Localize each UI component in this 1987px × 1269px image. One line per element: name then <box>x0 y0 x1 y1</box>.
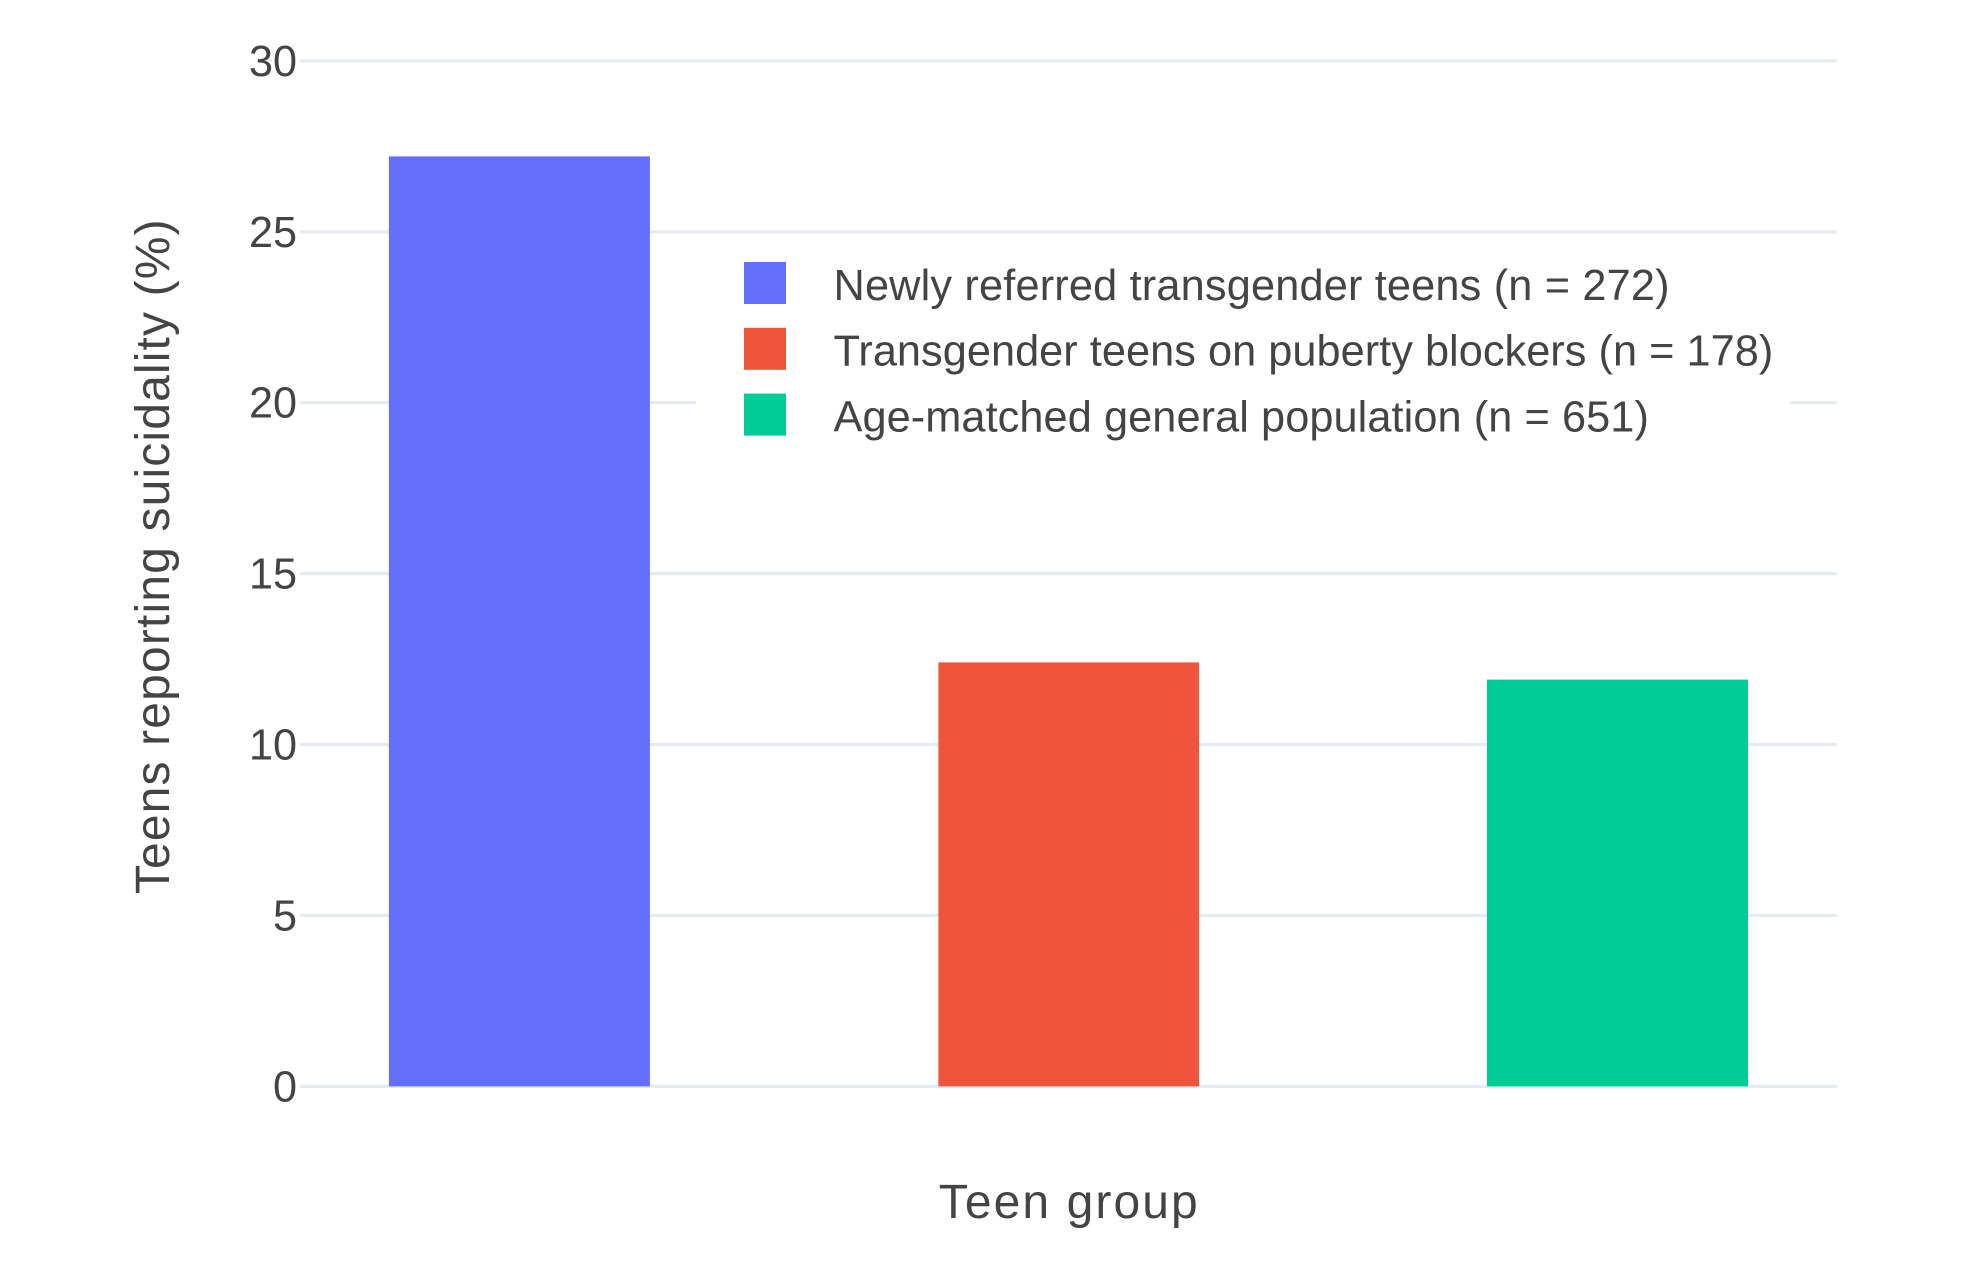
svg-text:Age-matched general population: Age-matched general population (n = 651) <box>834 393 1649 441</box>
svg-text:0: 0 <box>273 1063 297 1111</box>
svg-text:5: 5 <box>273 892 297 940</box>
svg-text:Teens reporting suicidality (%: Teens reporting suicidality (%) <box>127 218 180 894</box>
svg-text:25: 25 <box>249 209 297 257</box>
svg-text:15: 15 <box>249 551 297 599</box>
svg-text:Teen group: Teen group <box>939 1176 1200 1229</box>
svg-text:Transgender teens on puberty b: Transgender teens on puberty blockers (n… <box>834 328 1774 376</box>
svg-text:Newly referred transgender tee: Newly referred transgender teens (n = 27… <box>834 262 1670 310</box>
svg-text:30: 30 <box>249 38 297 86</box>
svg-text:20: 20 <box>249 380 297 428</box>
svg-text:10: 10 <box>249 721 297 769</box>
